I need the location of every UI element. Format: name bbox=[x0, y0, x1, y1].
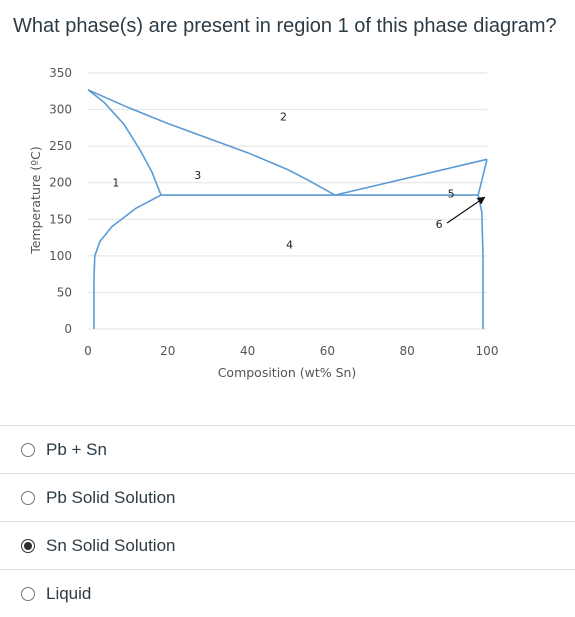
x-tick-label: 60 bbox=[320, 344, 335, 358]
region-label: 4 bbox=[286, 239, 293, 252]
x-tick-label: 20 bbox=[160, 344, 175, 358]
y-tick-label: 100 bbox=[49, 249, 72, 263]
phase-boundary-line bbox=[87, 89, 162, 196]
phase-boundary-line bbox=[87, 89, 336, 196]
x-tick-label: 40 bbox=[240, 344, 255, 358]
region-label: 5 bbox=[448, 187, 455, 200]
answer-option[interactable]: Pb Solid Solution bbox=[0, 473, 575, 521]
answer-label: Liquid bbox=[46, 583, 92, 603]
phase-boundary-line bbox=[93, 194, 162, 329]
phase-boundary-line bbox=[477, 159, 488, 196]
region-label: 3 bbox=[194, 169, 201, 182]
question-text: What phase(s) are present in region 1 of… bbox=[13, 15, 557, 37]
pointer-arrow bbox=[446, 196, 486, 224]
radio-button[interactable] bbox=[21, 442, 35, 457]
y-tick-label: 0 bbox=[64, 322, 72, 336]
y-tick-label: 200 bbox=[49, 176, 72, 190]
radio-button[interactable] bbox=[21, 490, 35, 505]
radio-button[interactable] bbox=[21, 538, 35, 553]
region-label: 1 bbox=[112, 176, 119, 189]
y-tick-label: 350 bbox=[49, 66, 72, 80]
y-tick-label: 150 bbox=[49, 212, 72, 226]
y-tick-label: 300 bbox=[49, 103, 72, 117]
answer-option[interactable]: Pb + Sn bbox=[0, 425, 575, 473]
answer-label: Pb Solid Solution bbox=[46, 487, 176, 507]
answer-label: Sn Solid Solution bbox=[46, 535, 176, 555]
phase-boundary-line bbox=[334, 158, 488, 196]
phase-boundary-line bbox=[477, 194, 484, 329]
y-tick-label: 50 bbox=[57, 285, 72, 299]
x-tick-label: 100 bbox=[476, 344, 499, 358]
phase-diagram: 0 50 100 150 200 250 300 350 0 20 40 60 80 100 1 2 3 4 5… bbox=[28, 66, 499, 380]
answer-option[interactable]: Liquid bbox=[0, 569, 575, 617]
answer-option[interactable]: Sn Solid Solution bbox=[0, 521, 575, 569]
x-axis-title: Composition (wt% Sn) bbox=[218, 365, 357, 380]
radio-button[interactable] bbox=[21, 586, 35, 601]
x-tick-label: 0 bbox=[84, 344, 92, 358]
region-label: 2 bbox=[280, 111, 287, 124]
region-label: 6 bbox=[436, 218, 443, 231]
y-tick-label: 250 bbox=[49, 139, 72, 153]
y-axis-title: Temperature (ºC) bbox=[28, 146, 43, 255]
answer-label: Pb + Sn bbox=[46, 439, 107, 459]
x-tick-label: 80 bbox=[400, 344, 415, 358]
answer-list: Pb + Sn Pb Solid Solution Sn Solid Solut… bbox=[0, 425, 575, 617]
